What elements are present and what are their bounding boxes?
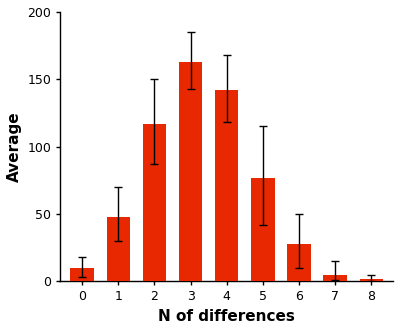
Bar (215, 90, 238, 281)
X-axis label: N of differences: N of differences (158, 309, 295, 324)
Bar (179, 62, 202, 281)
Bar (70, 268, 94, 281)
Bar (360, 279, 383, 281)
Bar (251, 178, 275, 281)
Y-axis label: Average: Average (7, 112, 22, 182)
Bar (324, 275, 347, 281)
Bar (106, 217, 130, 281)
Bar (287, 244, 311, 281)
Bar (143, 124, 166, 281)
